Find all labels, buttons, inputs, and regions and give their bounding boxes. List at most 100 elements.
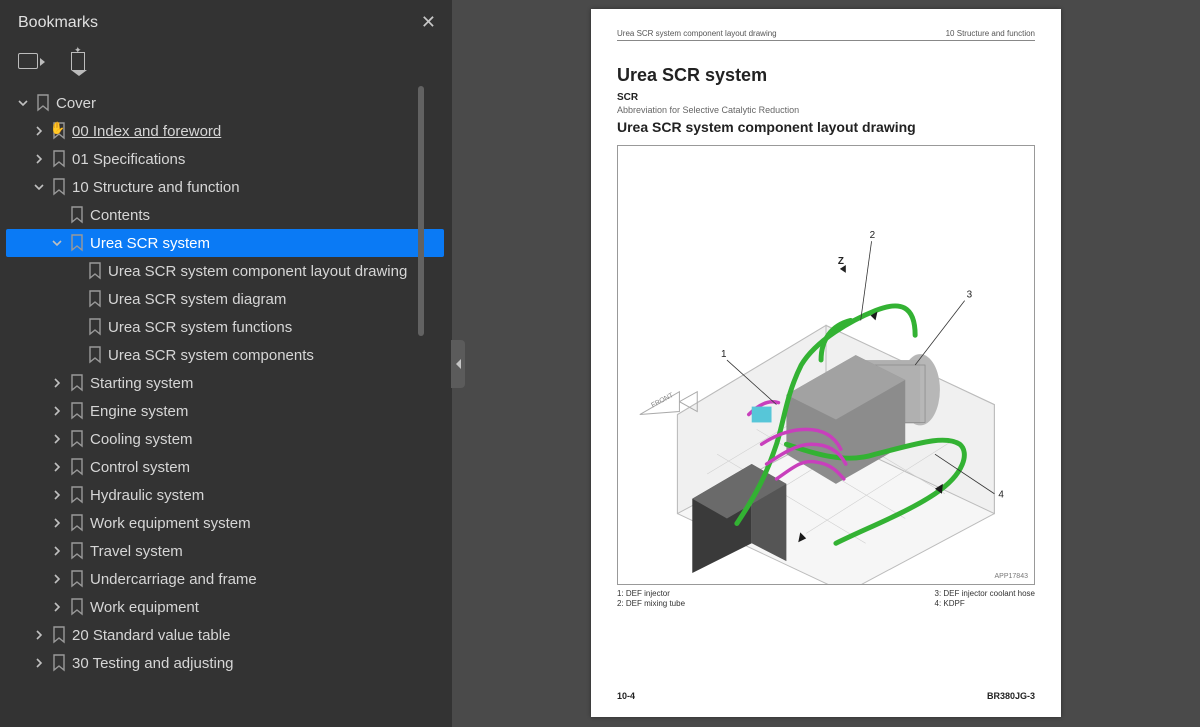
page-sub1: SCR [617, 92, 1035, 103]
legend-col-left: 1: DEF injector 2: DEF mixing tube [617, 589, 685, 608]
bookmark-label: 10 Structure and function [72, 179, 240, 196]
bookmark-icon [52, 178, 66, 196]
bookmark-icon [52, 150, 66, 168]
bookmark-icon [70, 514, 84, 532]
view-options-icon[interactable] [14, 47, 42, 75]
bookmark-icon [70, 542, 84, 560]
bookmark-item[interactable]: Starting system [6, 369, 444, 397]
bookmark-item[interactable]: Hydraulic system [6, 481, 444, 509]
bookmark-label: Cooling system [90, 431, 193, 448]
chevron-right-icon[interactable] [50, 488, 64, 502]
page-heading: Urea SCR system component layout drawing [617, 119, 1035, 135]
bookmark-label: Urea SCR system components [108, 347, 314, 364]
bookmark-item[interactable]: Urea SCR system component layout drawing [6, 257, 444, 285]
bookmark-icon [52, 122, 66, 140]
close-button[interactable]: ✕ [421, 12, 436, 33]
page-sub2: Abbreviation for Selective Catalytic Red… [617, 105, 1035, 115]
chevron-right-icon[interactable] [50, 572, 64, 586]
bookmark-label: 00 Index and foreword [72, 123, 221, 140]
chevron-right-icon[interactable] [50, 376, 64, 390]
panel-title: Bookmarks [18, 14, 98, 32]
diagram-svg: 1 2 3 4 Z FRONT [618, 146, 1034, 584]
scrollbar-thumb[interactable] [418, 86, 424, 336]
panel-collapse-handle[interactable] [451, 340, 465, 388]
chevron-right-icon[interactable] [32, 152, 46, 166]
bookmark-item[interactable]: Urea SCR system components [6, 341, 444, 369]
bookmark-icon [70, 234, 84, 252]
bookmark-icon [88, 346, 102, 364]
bookmark-item[interactable]: Urea SCR system diagram [6, 285, 444, 313]
bookmark-tool-icon[interactable]: ✦ [64, 47, 92, 75]
chevron-right-icon[interactable] [50, 432, 64, 446]
pdf-page: Urea SCR system component layout drawing… [591, 9, 1061, 717]
bookmark-item[interactable]: Urea SCR system functions [6, 313, 444, 341]
bookmark-icon [52, 654, 66, 672]
bookmark-icon [70, 570, 84, 588]
legend-item: 4: KDPF [935, 599, 1036, 608]
bookmark-label: Undercarriage and frame [90, 571, 257, 588]
svg-text:4: 4 [998, 490, 1004, 501]
diagram-legend: 1: DEF injector 2: DEF mixing tube 3: DE… [617, 589, 1035, 608]
bookmark-item[interactable]: Engine system [6, 397, 444, 425]
chevron-right-icon[interactable] [50, 404, 64, 418]
bookmark-icon [70, 206, 84, 224]
bookmark-icon [70, 458, 84, 476]
bookmark-item[interactable]: Cover [6, 89, 444, 117]
chevron-right-icon[interactable] [32, 628, 46, 642]
technical-diagram: 1 2 3 4 Z FRONT APP17843 [617, 145, 1035, 585]
document-viewer: Urea SCR system component layout drawing… [452, 0, 1200, 727]
svg-text:FRONT: FRONT [650, 392, 675, 410]
bookmark-item[interactable]: Cooling system [6, 425, 444, 453]
star-icon: ✦ [74, 45, 82, 56]
chevron-right-icon[interactable] [50, 600, 64, 614]
footer-left: 10-4 [617, 691, 635, 701]
chevron-down-icon[interactable] [32, 180, 46, 194]
bookmark-label: Urea SCR system diagram [108, 291, 286, 308]
bookmark-item[interactable]: Work equipment system [6, 509, 444, 537]
bookmark-item[interactable]: 10 Structure and function [6, 173, 444, 201]
bookmark-label: Contents [90, 207, 150, 224]
bookmark-icon [70, 402, 84, 420]
bookmark-label: Engine system [90, 403, 188, 420]
svg-text:2: 2 [870, 230, 876, 241]
bookmark-tree[interactable]: Cover 00 Index and foreword✋ 01 Specific… [0, 85, 452, 727]
bookmark-label: Hydraulic system [90, 487, 204, 504]
legend-item: 2: DEF mixing tube [617, 599, 685, 608]
bookmark-label: Control system [90, 459, 190, 476]
footer-right: BR380JG-3 [987, 691, 1035, 701]
bookmark-item[interactable]: Contents [6, 201, 444, 229]
bookmark-item[interactable]: 20 Standard value table [6, 621, 444, 649]
bookmark-icon [70, 598, 84, 616]
chevron-right-icon[interactable] [50, 460, 64, 474]
bookmark-icon [52, 626, 66, 644]
bookmark-icon [88, 262, 102, 280]
page-footer: 10-4 BR380JG-3 [617, 691, 1035, 701]
chevron-right-icon[interactable] [50, 516, 64, 530]
bookmark-label: Urea SCR system [90, 235, 210, 252]
bookmark-item[interactable]: Undercarriage and frame [6, 565, 444, 593]
bookmark-icon [70, 486, 84, 504]
bookmark-label: 30 Testing and adjusting [72, 655, 234, 672]
legend-item: 3: DEF injector coolant hose [935, 589, 1036, 598]
chevron-right-icon[interactable] [32, 124, 46, 138]
bookmark-icon [88, 290, 102, 308]
bookmark-item[interactable]: 00 Index and foreword✋ [6, 117, 444, 145]
bookmark-icon [36, 94, 50, 112]
bookmark-item[interactable]: Control system [6, 453, 444, 481]
chevron-right-icon[interactable] [32, 656, 46, 670]
header-left: Urea SCR system component layout drawing [617, 29, 777, 38]
bookmark-label: 20 Standard value table [72, 627, 230, 644]
page-title: Urea SCR system [617, 65, 1035, 86]
chevron-down-icon[interactable] [50, 236, 64, 250]
sidebar-header: Bookmarks ✕ [0, 0, 452, 43]
chevron-right-icon[interactable] [50, 544, 64, 558]
bookmark-label: Travel system [90, 543, 183, 560]
bookmark-item[interactable]: Urea SCR system [6, 229, 444, 257]
svg-text:1: 1 [721, 349, 727, 360]
legend-col-right: 3: DEF injector coolant hose 4: KDPF [935, 589, 1036, 608]
bookmark-item[interactable]: 30 Testing and adjusting [6, 649, 444, 677]
bookmark-item[interactable]: Travel system [6, 537, 444, 565]
chevron-down-icon[interactable] [16, 96, 30, 110]
bookmark-item[interactable]: Work equipment [6, 593, 444, 621]
bookmark-item[interactable]: 01 Specifications [6, 145, 444, 173]
